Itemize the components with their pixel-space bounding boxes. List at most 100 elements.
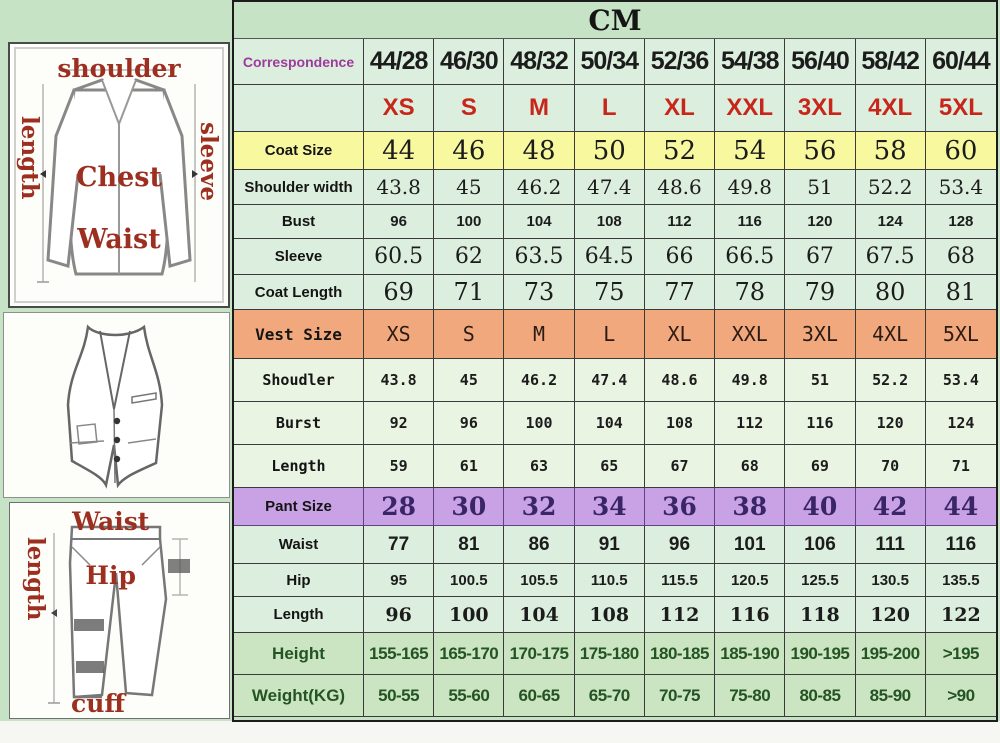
row-label: Bust	[234, 205, 364, 239]
table-cell: 53.4	[925, 359, 996, 402]
table-cell: 111	[855, 526, 926, 564]
table-cell: 5XL	[925, 310, 996, 359]
table-cell: 4XL	[855, 85, 926, 132]
table-cell: 108	[644, 402, 716, 445]
row-label: Length	[234, 597, 364, 633]
table-cell: 69	[364, 275, 435, 310]
table-cell: 40	[785, 488, 856, 526]
table-cell: 5XL	[925, 85, 996, 132]
table-rows: Correspondence 44/28 46/30 48/32 50/34 52/36 5…	[234, 39, 996, 717]
table-cell: 67	[785, 239, 856, 275]
table-cell: 85-90	[855, 675, 926, 717]
table-cell: 52	[644, 132, 716, 170]
table-cell: 190-195	[785, 633, 856, 675]
jacket-length-label: length	[16, 116, 43, 200]
table-cell: 180-185	[644, 633, 716, 675]
table-cell: 122	[925, 597, 996, 633]
table-cell: 81	[925, 275, 996, 310]
table-cell: 54/38	[715, 39, 786, 85]
table-cell: 60-65	[504, 675, 575, 717]
table-cell: 105.5	[504, 564, 575, 597]
table-row: Burst 92 96 100 104 108 112 116 120 124	[234, 402, 996, 445]
table-cell: 61	[434, 445, 505, 488]
table-cell: 55-60	[434, 675, 505, 717]
table-cell: 115.5	[644, 564, 716, 597]
table-cell: 116	[715, 597, 786, 633]
table-cell: 120.5	[715, 564, 786, 597]
row-label	[234, 85, 364, 132]
table-cell: 52.2	[855, 359, 926, 402]
table-cell: 125.5	[785, 564, 856, 597]
table-cell: M	[504, 310, 575, 359]
table-cell: 47.4	[574, 170, 645, 205]
table-cell: 46/30	[434, 39, 505, 85]
table-cell: 43.8	[364, 359, 435, 402]
table-cell: 60.5	[364, 239, 435, 275]
pants-drawing-icon	[48, 525, 190, 704]
table-cell: 36	[644, 488, 716, 526]
table-cell: 101	[715, 526, 786, 564]
table-cell: 124	[855, 205, 926, 239]
table-cell: 75-80	[715, 675, 786, 717]
table-row: Sleeve 60.5 62 63.5 64.5 66 66.5 67 67.5 68	[234, 239, 996, 275]
table-cell: 170-175	[504, 633, 575, 675]
table-cell: 128	[925, 205, 996, 239]
jacket-sleeve-label: sleeve	[195, 122, 222, 201]
row-label: Burst	[234, 402, 364, 445]
table-cell: 120	[855, 402, 926, 445]
row-label: Waist	[234, 526, 364, 564]
table-row: Length 96 100 104 108 112 116 118 120 122	[234, 597, 996, 633]
table-row: Correspondence 44/28 46/30 48/32 50/34 52/36 5…	[234, 39, 996, 85]
table-cell: 69	[785, 445, 856, 488]
table-row: Pant Size 28 30 32 34 36 38 40 42 44	[234, 488, 996, 526]
table-row: Coat Length 69 71 73 75 77 78 79 80 81	[234, 275, 996, 310]
table-row: XS S M L XL XXL 3XL 4XL 5XL	[234, 85, 996, 132]
table-cell: XXL	[715, 310, 786, 359]
table-cell: 116	[715, 205, 786, 239]
table-cell: 77	[644, 275, 716, 310]
row-label: Shoulder width	[234, 170, 364, 205]
table-cell: 45	[434, 170, 505, 205]
table-cell: 185-190	[715, 633, 786, 675]
pants-length-label: length	[22, 537, 49, 621]
table-cell: 110.5	[574, 564, 645, 597]
unit-title: CM	[588, 3, 642, 37]
table-cell: 80-85	[785, 675, 856, 717]
table-cell: 96	[364, 205, 435, 239]
table-row: Height 155-165 165-170 170-175 175-180 180-18…	[234, 633, 996, 675]
table-cell: 34	[574, 488, 645, 526]
table-cell: 124	[925, 402, 996, 445]
table-cell: 79	[785, 275, 856, 310]
table-cell: L	[574, 310, 645, 359]
table-cell: 32	[504, 488, 575, 526]
table-cell: 3XL	[785, 310, 856, 359]
table-cell: 70-75	[644, 675, 716, 717]
table-cell: 195-200	[855, 633, 926, 675]
table-cell: 104	[574, 402, 645, 445]
table-cell: 104	[504, 597, 575, 633]
table-cell: 116	[785, 402, 856, 445]
table-cell: 66	[644, 239, 716, 275]
table-cell: 92	[364, 402, 435, 445]
table-cell: 51	[785, 359, 856, 402]
pants-diagram: Waist length Hip cuff	[9, 502, 230, 719]
table-cell: 95	[364, 564, 435, 597]
table-row: Shoulder width 43.8 45 46.2 47.4 48.6 49.8 51 52…	[234, 170, 996, 205]
table-cell: 28	[364, 488, 435, 526]
table-cell: 80	[855, 275, 926, 310]
table-cell: 38	[715, 488, 786, 526]
table-cell: 63.5	[504, 239, 575, 275]
table-cell: 112	[644, 597, 716, 633]
table-cell: 75	[574, 275, 645, 310]
table-row: Waist 77 81 86 91 96 101 106 111 116	[234, 526, 996, 564]
table-cell: 3XL	[785, 85, 856, 132]
table-cell: 91	[574, 526, 645, 564]
table-cell: 67	[644, 445, 716, 488]
table-cell: 112	[715, 402, 786, 445]
table-cell: 65-70	[574, 675, 645, 717]
table-cell: 96	[364, 597, 435, 633]
row-label: Vest Size	[234, 310, 364, 359]
table-cell: XXL	[715, 85, 786, 132]
table-cell: 100	[434, 597, 505, 633]
